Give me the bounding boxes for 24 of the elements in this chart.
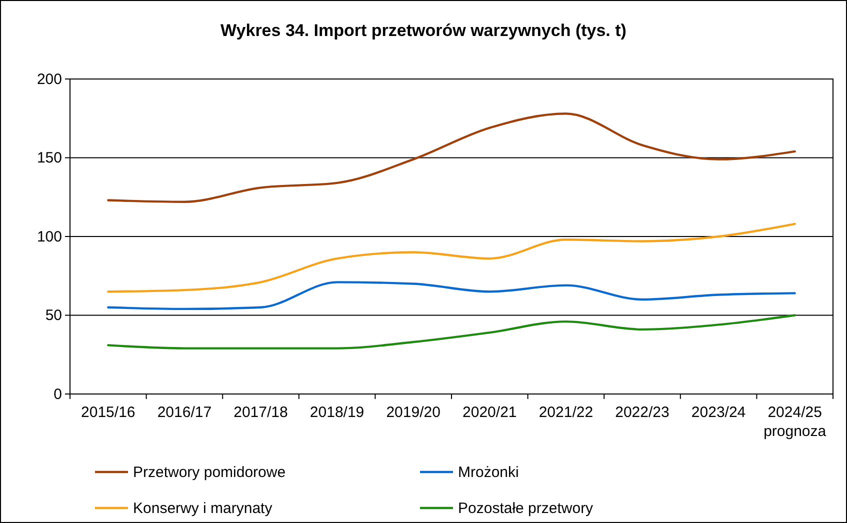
- x-tick-label: 2018/19: [310, 404, 364, 421]
- x-tick-label: 2017/18: [234, 404, 288, 421]
- legend-label: Przetwory pomidorowe: [133, 464, 286, 481]
- line-series: [107, 281, 796, 310]
- legend-label: Pozostałe przetwory: [458, 500, 594, 517]
- y-tick-label: 100: [36, 228, 62, 246]
- y-tick-label: 150: [36, 150, 62, 167]
- y-tick-label: 200: [36, 70, 62, 88]
- x-tick-label: 2023/24: [691, 404, 746, 421]
- y-tick-label: 50: [45, 307, 62, 324]
- x-tick-label: 2022/23: [615, 404, 670, 421]
- legend-label: Mrożonki: [458, 464, 519, 481]
- line-series: [107, 112, 796, 203]
- line-series: [107, 314, 796, 350]
- x-tick-label: 2016/17: [157, 404, 212, 421]
- legend-label: Konserwy i marynaty: [133, 500, 273, 517]
- x-tick-label: 2021/22: [538, 404, 594, 421]
- line-series: [107, 222, 796, 293]
- y-tick-label: 0: [54, 386, 62, 403]
- x-tick-label: 2019/20: [386, 404, 440, 421]
- x-tick-label: 2024/25 prognoza: [764, 404, 827, 440]
- x-tick-label: 2015/16: [81, 404, 136, 421]
- chart-title: Wykres 34. Import przetworów warzywnych (tys. t): [220, 21, 626, 40]
- x-tick-label: 2020/21: [462, 404, 517, 421]
